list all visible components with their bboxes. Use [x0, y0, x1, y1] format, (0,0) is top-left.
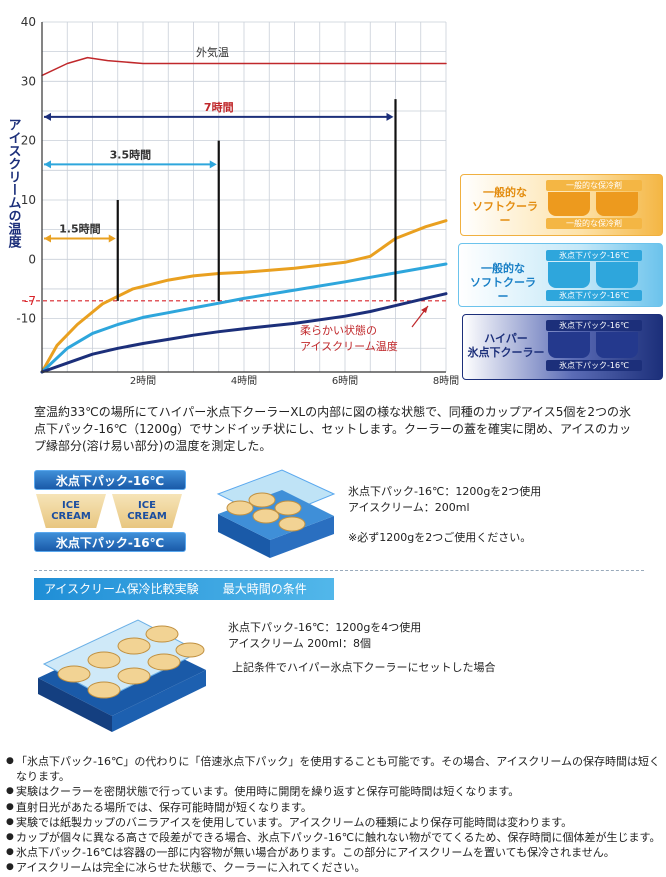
- series-group: [40, 56, 448, 374]
- duration-arrowhead-left: [44, 160, 51, 169]
- ice-cream-cup: ICE CREAM: [112, 494, 182, 528]
- experiment-isometric-illustration: [38, 619, 206, 732]
- x-tick-label: 6時間: [332, 375, 358, 387]
- series-line-3: [40, 292, 448, 374]
- duration-arrowhead-right: [108, 234, 116, 243]
- legend-cup: [548, 262, 590, 288]
- legend-hyper-label: ハイパー 氷点下クーラー: [467, 332, 545, 359]
- axes-group: 40 30 20 10 0 -10 2時間 4時間 6時間 8時間: [16, 15, 459, 387]
- experiment-cups: [57, 625, 205, 699]
- annotation-text: 柔らかい状態の アイスクリーム温度: [300, 323, 398, 353]
- duration-arrowhead-left: [44, 112, 51, 121]
- y-tick-label: 20: [21, 134, 36, 148]
- duration-markers-group: 1.5時間 3.5時間 7時間: [44, 99, 397, 301]
- pack-banner-bottom: 氷点下パック-16℃: [34, 532, 186, 552]
- legend-cup: [548, 332, 590, 358]
- legend-soft-normal-label: 一般的な ソフトクーラー: [472, 186, 538, 227]
- x-tick-label: 8時間: [433, 375, 459, 387]
- legend-soft-freeze-pack-top: 氷点下パック-16℃: [546, 250, 642, 261]
- note-item: 直射日光があたる場所では、保存可能時間が短くなります。: [6, 800, 662, 815]
- experiment-spec-3: 上記条件でハイパー氷点下クーラーにセットした場合: [232, 661, 496, 674]
- note-item: 実験はクーラーを密閉状態で行っています。使用時に開閉を繰り返すと保存可能時間は短…: [6, 784, 662, 799]
- note-item-continued: なります。: [16, 770, 70, 784]
- duration-label: 1.5時間: [59, 222, 101, 236]
- legend-soft-freeze-label: 一般的な ソフトクーラー: [470, 262, 536, 303]
- experiment-banner-sub: 最大時間の条件: [222, 582, 307, 596]
- legend-cup: [596, 332, 638, 358]
- series-line-1: [40, 219, 448, 374]
- duration-arrowhead-right: [386, 112, 394, 121]
- legend-soft-normal-pack-bottom: 一般的な保冷剤: [546, 218, 642, 229]
- cooler-isometric-illustration: [216, 469, 336, 558]
- legend-cup: [548, 192, 590, 216]
- y-tick-label: -10: [16, 312, 36, 326]
- x-tick-label: 2時間: [130, 375, 156, 387]
- note-item: 氷点下パック-16℃は容器の一部に内容物が無い場合があります。この部分にアイスク…: [6, 845, 662, 860]
- y-tick-label: 0: [28, 252, 36, 266]
- note-item: アイスクリームは完全に冰らせた状態で、クーラーに入れてください。: [6, 860, 662, 875]
- legend-hyper-pack-top: 氷点下パック-16℃: [546, 320, 642, 331]
- duration-label: 3.5時間: [110, 147, 152, 161]
- temperature-chart: -7 1.5時間 3.5時間 7時間 40 30 20 10 0 -10 2時間 4時間 6時間 8時…: [6, 15, 460, 387]
- experiment-banner: アイスクリーム保冷比較実験 最大時間の条件: [34, 578, 334, 600]
- legend-soft-normal-pack-top: 一般的な保冷剤: [546, 180, 642, 191]
- note-item: カップが個々に異なる高さで段差ができる場合、氷点下パック-16℃に触れない物がで…: [6, 830, 662, 845]
- sandwich-spec-2: アイスクリーム：200ml: [348, 501, 470, 514]
- threshold-label: -7: [24, 294, 36, 308]
- y-tick-label: 10: [21, 193, 36, 207]
- legend-cup: [596, 192, 638, 216]
- y-tick-label: 30: [21, 74, 36, 88]
- sandwich-spec-note: ※必ず1200gを2つご使用ください。: [348, 531, 532, 544]
- duration-arrowhead-right: [209, 160, 217, 169]
- duration-arrowhead-left: [44, 234, 51, 243]
- outside-temp-label: 外気温: [196, 45, 229, 59]
- annotation-group: 柔らかい状態の アイスクリーム温度: [300, 305, 429, 353]
- notes-list: 「氷点下パック-16℃」の代わりに「倍速氷点下パック」を使用することも可能です。…: [6, 754, 662, 876]
- section-divider: [34, 570, 644, 571]
- experiment-spec-2: アイスクリーム 200ml：8個: [228, 637, 372, 650]
- y-axis-label: アイスクリームの温度: [6, 118, 22, 249]
- y-tick-label: 40: [21, 15, 36, 29]
- legend-hyper-pack-bottom: 氷点下パック-16℃: [546, 360, 642, 371]
- series-line-2: [40, 262, 448, 374]
- legend-cup: [596, 262, 638, 288]
- legend-soft-freeze-pack-bottom: 氷点下パック-16℃: [546, 290, 642, 301]
- note-item: 「氷点下パック-16℃」の代わりに「倍速氷点下パック」を使用することも可能です。…: [6, 754, 662, 769]
- experiment-banner-title: アイスクリーム保冷比較実験: [44, 582, 199, 596]
- sandwich-spec-1: 氷点下パック-16℃：1200gを2つ使用: [348, 485, 542, 498]
- series-line-0: [41, 56, 447, 77]
- cooler-cups: [226, 492, 306, 532]
- experiment-description: 室温約33℃の場所にてハイパー氷点下クーラーXLの内部に図の様な状態で、同種のカ…: [34, 405, 632, 453]
- pack-banner-top: 氷点下パック-16℃: [34, 470, 186, 490]
- duration-label: 7時間: [204, 100, 234, 114]
- chart-grid: [41, 21, 447, 372]
- x-tick-label: 4時間: [231, 375, 257, 387]
- annotation-arrowhead: [421, 306, 428, 313]
- note-item: 実験では紙製カップのバニラアイスを使用しています。アイスクリームの種類により保存…: [6, 815, 662, 830]
- experiment-spec-1: 氷点下パック-16℃：1200gを4つ使用: [228, 621, 422, 634]
- ice-cream-cup: ICE CREAM: [36, 494, 106, 528]
